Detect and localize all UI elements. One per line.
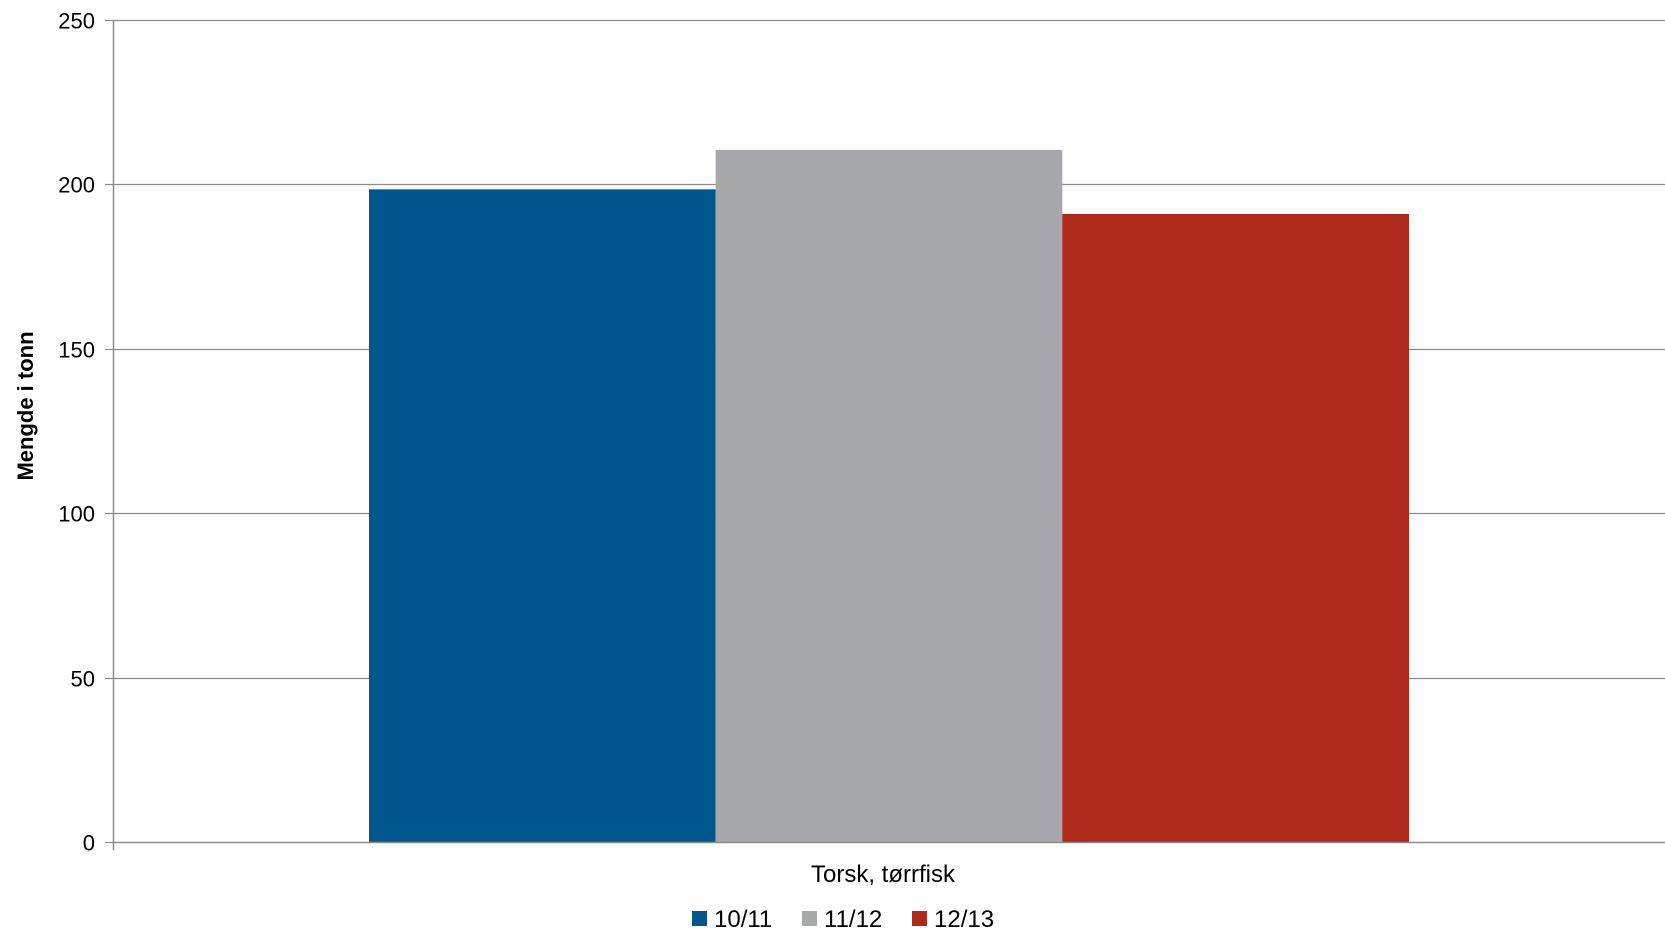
legend-swatch-10-11: [692, 911, 707, 926]
legend-label-11-12: 11/12: [824, 906, 882, 933]
y-tick-label: 0: [83, 831, 95, 856]
y-tick-label: 150: [58, 338, 95, 363]
legend-label-10-11: 10/11: [714, 906, 772, 933]
y-tick-label: 200: [58, 173, 95, 198]
bar-11-12: [716, 150, 1063, 842]
y-tick-label: 250: [58, 9, 95, 34]
bars: [369, 150, 1409, 842]
y-axis-label: Mengde i tonn: [13, 331, 38, 480]
category-labels: Torsk, tørrfisk: [811, 861, 956, 888]
legend-swatch-12-13: [912, 911, 927, 926]
legend-label-12-13: 12/13: [934, 906, 994, 933]
bar-12-13: [1062, 214, 1409, 842]
y-tick-label: 50: [71, 667, 95, 692]
x-category-label: Torsk, tørrfisk: [811, 861, 956, 888]
legend-swatch-11-12: [802, 911, 817, 926]
y-tick-label: 100: [58, 502, 95, 527]
y-tick-labels: 0 50 100 150 200 250: [58, 9, 95, 856]
legend: 10/11 11/12 12/13: [692, 906, 994, 933]
bar-10-11: [369, 189, 716, 842]
